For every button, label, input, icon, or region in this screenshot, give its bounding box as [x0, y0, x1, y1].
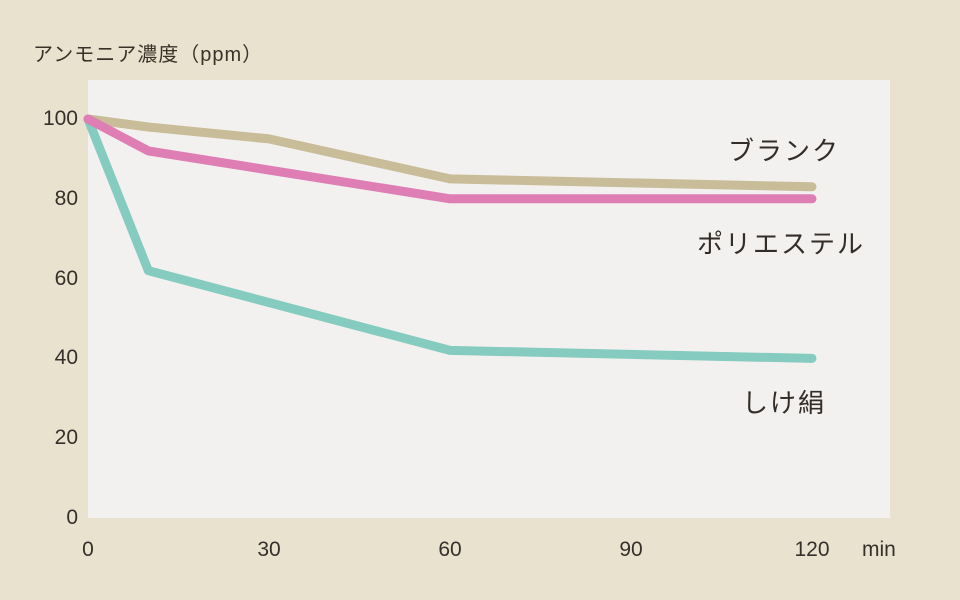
x-tick-label: 60 — [438, 538, 462, 561]
y-tick-label: 40 — [54, 346, 78, 370]
chart-title: アンモニア濃度（ppm） — [33, 44, 264, 66]
x-axis-unit-label: min — [862, 538, 896, 561]
series-label-polyester: ポリエステル — [697, 229, 866, 259]
x-tick-label: 0 — [82, 538, 94, 561]
x-tick-label: 90 — [619, 538, 643, 561]
x-tick-label: 30 — [257, 538, 281, 561]
y-tick-label: 0 — [66, 506, 78, 529]
x-tick-label: 120 — [794, 538, 830, 561]
series-label-silk: しけ絹 — [742, 388, 827, 418]
y-tick-label: 100 — [42, 107, 78, 130]
line-polyester — [83, 114, 817, 204]
y-tick-label: 80 — [54, 186, 78, 210]
plot-area — [88, 80, 890, 518]
y-tick-label: 60 — [54, 266, 78, 290]
line-silk — [83, 114, 817, 363]
series-label-blank: ブランク — [728, 136, 841, 166]
line-blank — [83, 114, 817, 192]
y-tick-label: 20 — [54, 426, 78, 450]
